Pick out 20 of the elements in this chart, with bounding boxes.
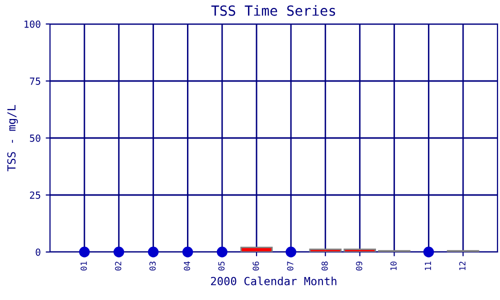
x-tick-label: 11	[424, 262, 431, 270]
y-tick-label: 50	[30, 134, 40, 142]
y-axis-title: TSS - mg/L	[7, 105, 18, 172]
x-tick-label: 10	[390, 262, 397, 270]
x-tick-label: 06	[252, 262, 259, 271]
y-tick-label: 75	[30, 78, 40, 85]
chart-title: TSS Time Series	[211, 5, 336, 16]
x-tick-label: 01	[80, 262, 87, 271]
x-axis-title: 2000 Calendar Month	[211, 276, 336, 286]
x-tick-label: 04	[184, 261, 190, 271]
x-tick-label: 12	[459, 262, 466, 270]
x-tick-label: 02	[114, 262, 122, 271]
y-tick-label: 25	[30, 192, 40, 199]
x-tick-label: 08	[322, 262, 328, 271]
x-tick-label: 05	[218, 262, 225, 271]
x-tick-label: 03	[149, 262, 156, 271]
x-tick-label: 07	[287, 262, 294, 271]
y-tick-label: 100	[24, 20, 40, 28]
y-tick-label: 0	[36, 248, 40, 256]
x-tick-label: 09	[356, 262, 362, 271]
